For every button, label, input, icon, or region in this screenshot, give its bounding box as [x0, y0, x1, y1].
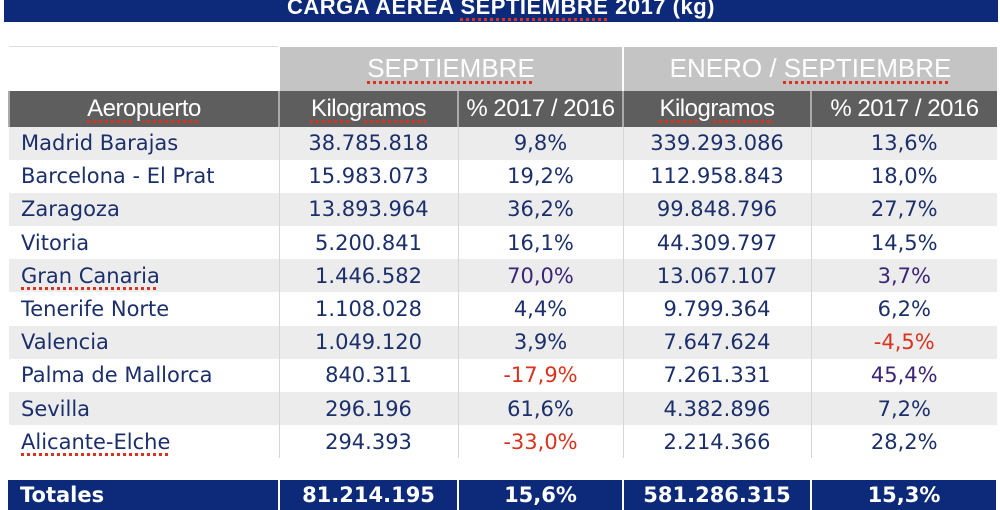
table-row: Vitoria 5.200.841 16,1% 44.309.797 14,5%	[9, 226, 998, 260]
blank-header	[9, 46, 279, 91]
cell-pct-sep: 70,0%	[457, 259, 623, 293]
cell-pct-ene: 13,6%	[810, 126, 998, 160]
cell-airport: Alicante-Elche	[9, 425, 279, 458]
cell-kg-sep: 1.108.028	[278, 292, 458, 326]
airport-name: Alicante-Elche	[21, 429, 171, 454]
col-aeropuerto: Aeropuerto	[8, 90, 279, 127]
cell-kg-ene: 112.958.843	[622, 159, 811, 193]
cell-kg-ene: 7.261.331	[622, 358, 811, 392]
cell-airport: Gran Canaria	[9, 259, 279, 293]
cell-pct-sep: 19,2%	[457, 159, 623, 193]
cell-kg-sep: 15.983.073	[278, 159, 458, 193]
cell-pct-sep: 3,9%	[457, 325, 623, 359]
cell-pct-ene: 18,0%	[810, 159, 998, 193]
cell-pct-ene: -4,5%	[810, 325, 998, 359]
col-label: Kilogramos	[310, 94, 427, 122]
cell-pct-ene: 45,4%	[810, 358, 998, 392]
cell-kg-ene: 9.799.364	[622, 292, 811, 326]
cell-pct-sep: 36,2%	[457, 192, 623, 227]
cell-pct-ene: 27,7%	[810, 192, 998, 227]
cell-pct-sep: 16,1%	[457, 226, 623, 260]
cell-kg-sep: 5.200.841	[278, 226, 458, 260]
cell-pct-sep: 61,6%	[457, 392, 623, 426]
totals-pct-sep: 15,6%	[457, 480, 622, 510]
title-suffix: 2017 (kg)	[608, 0, 715, 19]
cell-kg-sep: 1.446.582	[278, 259, 458, 293]
col-label: Kilogramos	[659, 94, 775, 122]
group-label: SEPTIEMBRE	[783, 53, 952, 83]
col-label: Aeropuerto	[87, 94, 201, 122]
cell-pct-ene: 14,5%	[810, 226, 998, 260]
cell-pct-ene: 3,7%	[810, 259, 998, 293]
airport-name: Gran Canaria	[21, 263, 160, 288]
col-pct-sep: % 2017 / 2016	[457, 90, 623, 127]
group-header-enero-septiembre: ENERO / SEPTIEMBRE	[621, 46, 998, 91]
cell-airport: Sevilla	[9, 392, 279, 426]
table-row: Valencia 1.049.120 3,9% 7.647.624 -4,5%	[9, 325, 998, 359]
cell-pct-ene: 28,2%	[810, 425, 998, 459]
cell-kg-ene: 7.647.624	[622, 325, 811, 359]
group-label: ENERO /	[669, 53, 784, 83]
group-header-septiembre: SEPTIEMBRE	[278, 46, 623, 91]
cell-airport: Tenerife Norte	[21, 297, 170, 322]
totals-label: Totales	[20, 483, 105, 507]
cell-airport: Valencia	[9, 325, 279, 359]
totals-kg-sep: 81.214.195	[278, 480, 457, 510]
cell-pct-ene: 7,2%	[810, 392, 998, 426]
totals-kg-ene: 581.286.315	[622, 480, 810, 510]
cell-airport: Barcelona - El Prat	[21, 164, 215, 189]
cell-airport: Vitoria	[21, 230, 90, 255]
cell-kg-ene: 99.848.796	[622, 192, 811, 227]
cargo-table: SEPTIEMBRE ENERO / SEPTIEMBRE Aeropuerto…	[8, 46, 998, 459]
cell-kg-ene: 2.214.366	[622, 425, 811, 459]
table-row: Alicante-Elche 294.393 -33,0% 2.214.366 28,2…	[9, 425, 998, 459]
table-row: Gran Canaria 1.446.582 70,0% 13.067.107 3,7%	[9, 259, 998, 293]
table-row: Barcelona - El Prat 15.983.073 19,2% 112.95…	[9, 159, 998, 193]
cell-kg-sep: 1.049.120	[278, 325, 458, 359]
table-row: Madrid Barajas 38.785.818 9,8% 339.293.086 1…	[9, 126, 998, 160]
cell-airport: Zaragoza	[9, 192, 279, 227]
page-title: CARGA AÉREA SEPTIEMBRE 2017 (kg)	[4, 0, 998, 22]
cell-pct-sep: 9,8%	[457, 126, 623, 160]
cell-kg-ene: 44.309.797	[622, 226, 811, 260]
table-row: Tenerife Norte 1.108.028 4,4% 9.799.364 6,2%	[9, 292, 998, 326]
totals-row: Totales 81.214.195 15,6% 581.286.315 15,…	[8, 480, 996, 510]
cell-kg-sep: 294.393	[278, 425, 458, 459]
cell-kg-ene: 13.067.107	[622, 259, 811, 293]
cell-pct-sep: 4,4%	[457, 292, 623, 326]
group-label: SEPTIEMBRE	[367, 53, 535, 83]
cell-airport: Palma de Mallorca	[21, 363, 213, 388]
table-row: Palma de Mallorca 840.311 -17,9% 7.261.331 4…	[9, 358, 998, 392]
cell-kg-ene: 4.382.896	[622, 392, 811, 426]
col-kg-sep: Kilogramos	[278, 90, 458, 127]
col-pct-ene: % 2017 / 2016	[809, 90, 998, 127]
cell-pct-ene: 6,2%	[810, 292, 998, 326]
cell-pct-sep: -17,9%	[457, 358, 623, 392]
title-month: SEPTIEMBRE	[460, 0, 609, 19]
cell-pct-sep: -33,0%	[457, 425, 623, 459]
cell-kg-sep: 296.196	[278, 392, 458, 426]
cell-kg-sep: 13.893.964	[278, 192, 458, 227]
cell-kg-ene: 339.293.086	[622, 126, 811, 160]
totals-pct-ene: 15,3%	[810, 480, 996, 510]
title-text: CARGA AÉREA	[287, 0, 461, 19]
cell-kg-sep: 840.311	[278, 358, 458, 392]
cell-airport: Madrid Barajas	[9, 126, 279, 160]
col-kg-ene: Kilogramos	[622, 90, 811, 127]
table-row: Sevilla 296.196 61,6% 4.382.896 7,2%	[9, 392, 998, 426]
cell-kg-sep: 38.785.818	[278, 126, 458, 160]
table-row: Zaragoza 13.893.964 36,2% 99.848.796 27,7%	[9, 192, 998, 227]
